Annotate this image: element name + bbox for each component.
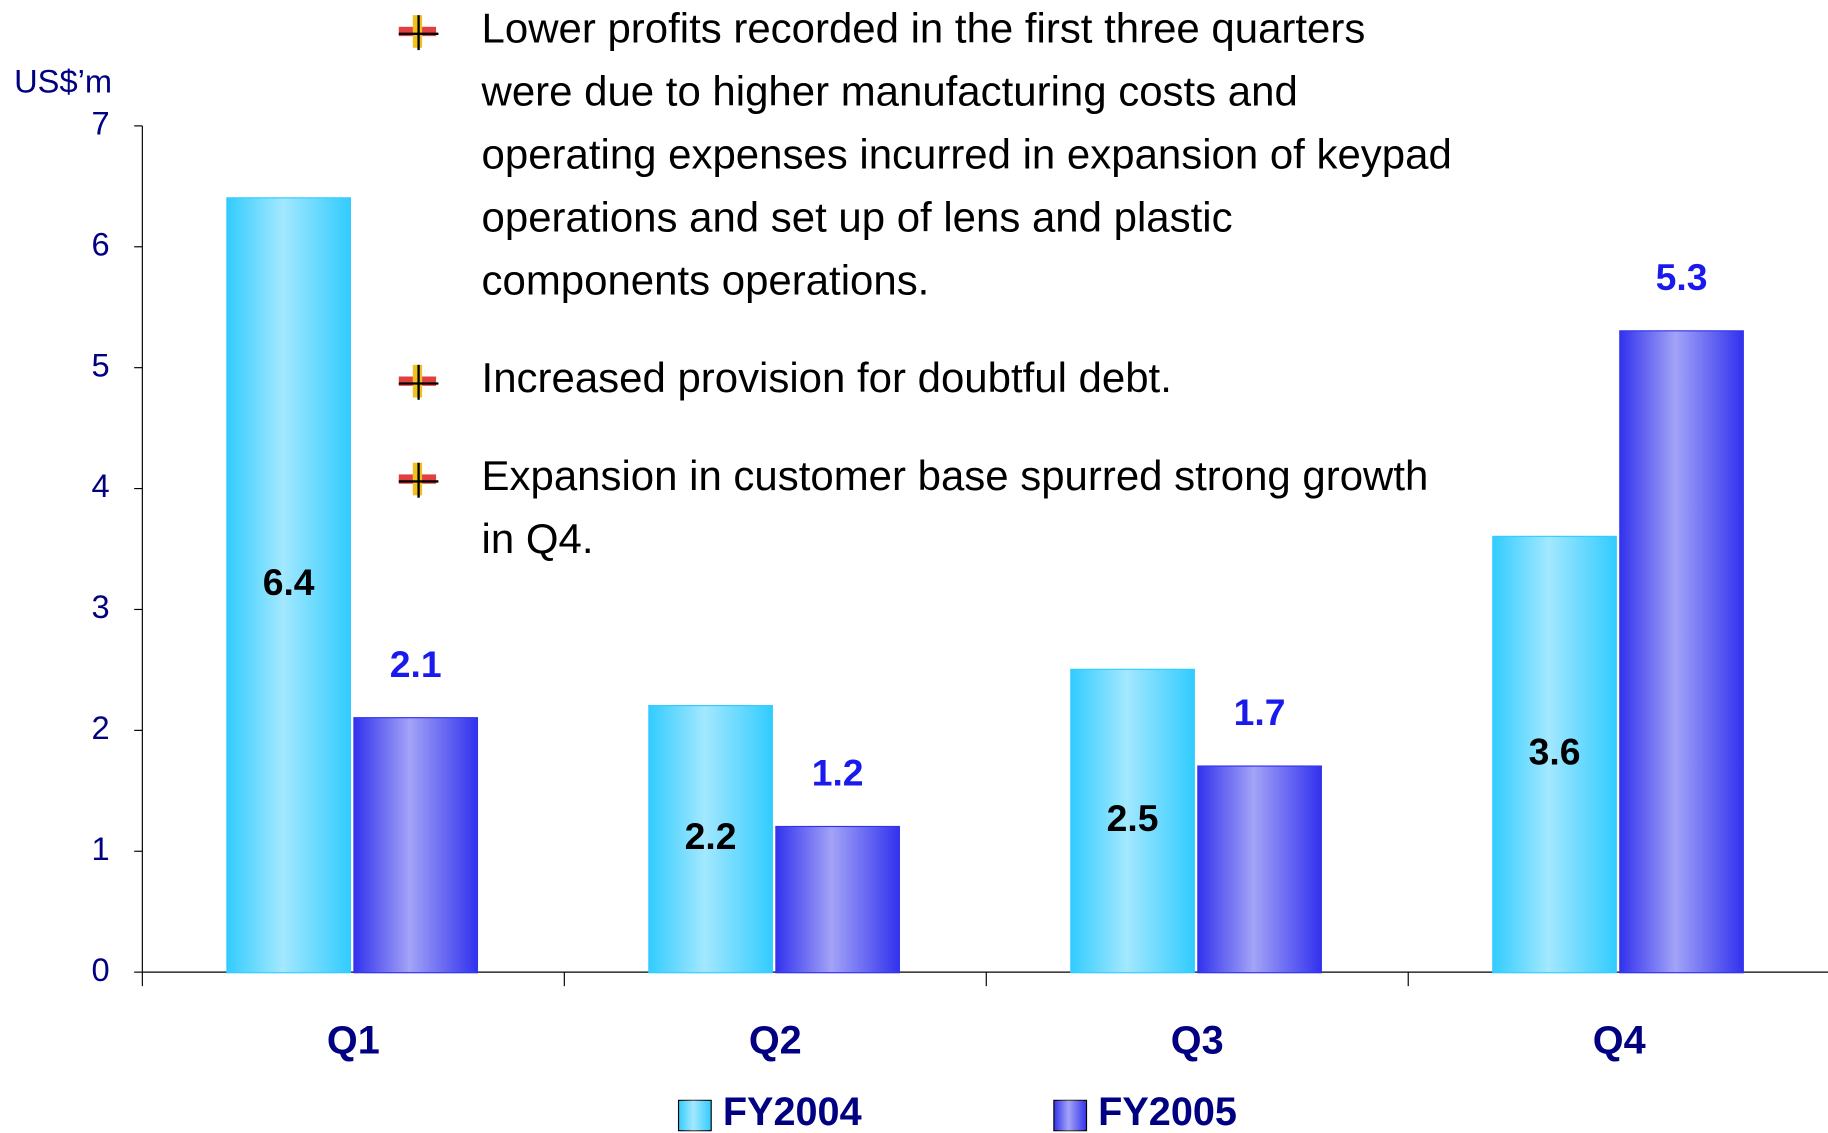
value-label: 1.2 [812,752,864,794]
y-tick-label: 5 [92,346,110,383]
value-label: 2.5 [1107,797,1159,839]
bullet-icons [398,15,439,498]
y-tick-label: 3 [92,588,110,625]
y-axis-label: US$’m [14,63,112,100]
legend-label: FY2005 [1098,1090,1237,1133]
legend-label: FY2004 [723,1090,862,1133]
bar-shine [354,718,477,973]
value-label: 5.3 [1656,256,1708,298]
annotation-line: operating expenses incurred in expansion… [482,130,1452,177]
y-tick-label: 1 [92,830,110,867]
legend-swatch-shine [1053,1100,1087,1131]
x-tick-label: Q1 [327,1019,380,1063]
y-tick-label: 6 [92,225,110,262]
value-label: 2.1 [390,643,442,685]
y-tick-label: 4 [92,467,110,504]
annotation-line: in Q4. [482,515,594,562]
value-label: 3.6 [1529,730,1581,772]
y-tick-label: 7 [92,105,110,142]
value-label: 1.7 [1234,691,1286,733]
annotation-line: were due to higher manufacturing costs a… [481,67,1298,114]
y-tick-label: 0 [92,951,110,988]
bar-shine [776,827,899,973]
bar-shine [227,198,350,973]
bar-shine [1493,536,1616,973]
value-label: 2.2 [685,815,737,857]
x-tick-label: Q2 [749,1019,802,1063]
bar-shine [1071,669,1194,973]
annotation-line: Expansion in customer base spurred stron… [482,452,1429,499]
bar-shine [1198,766,1321,973]
annotation-line: Lower profits recorded in the first thre… [482,5,1366,52]
bar-shine [649,706,772,973]
legend-swatch-shine [678,1100,712,1131]
annotation-line: operations and set up of lens and plasti… [482,193,1233,240]
value-label: 6.4 [263,561,315,603]
x-tick-label: Q3 [1171,1019,1224,1063]
y-tick-label: 2 [92,709,110,746]
annotation-line: Increased provision for doubtful debt. [482,354,1172,401]
annotation-line: components operations. [482,256,930,303]
bar-shine [1620,331,1743,973]
x-tick-label: Q4 [1593,1019,1646,1063]
